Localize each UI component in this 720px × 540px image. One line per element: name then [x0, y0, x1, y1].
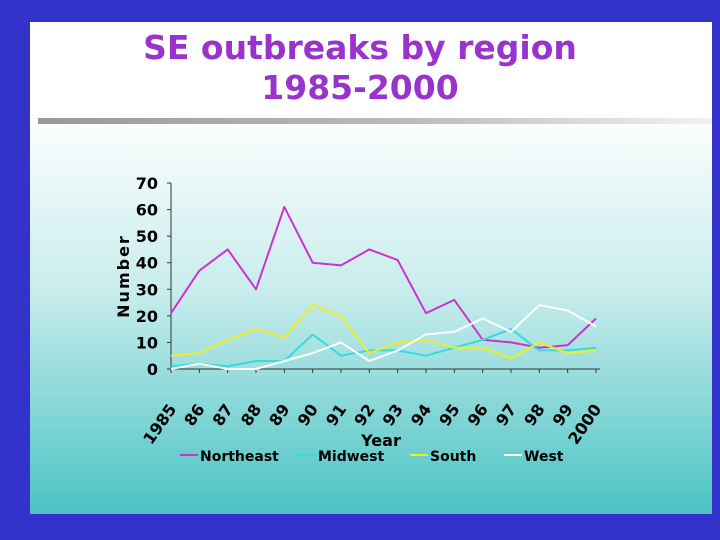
x-axis-title: Year: [360, 431, 401, 450]
series-line-northeast: [170, 205, 597, 349]
slide: SE outbreaks by region 1985-2000: [30, 22, 712, 514]
x-tick-label-86: 86: [180, 400, 208, 429]
title-divider: [38, 118, 712, 124]
x-tick-label-1985: 1985: [139, 400, 180, 447]
series-line-south: [170, 304, 597, 360]
series-line-midwest: [170, 328, 597, 368]
x-tick-label-92: 92: [350, 400, 378, 429]
legend-label-south: South: [430, 449, 476, 465]
slide-title: SE outbreaks by region 1985-2000: [30, 28, 690, 108]
x-tick-label-93: 93: [379, 400, 407, 429]
x-tick-label-87: 87: [209, 400, 237, 429]
title-line-2: 1985-2000: [261, 68, 459, 107]
x-tick-label-94: 94: [407, 400, 435, 429]
y-tick-label-0: 0: [147, 360, 158, 379]
x-tick-label-96: 96: [464, 400, 492, 429]
y-axis-title: Number: [114, 234, 133, 318]
x-tick-label-98: 98: [520, 400, 548, 429]
y-tick-label-50: 50: [136, 227, 158, 246]
x-tick-label-89: 89: [265, 400, 293, 429]
series-line-west: [170, 304, 597, 370]
legend-label-northeast: Northeast: [200, 449, 279, 465]
y-tick-label-30: 30: [136, 280, 158, 299]
x-tick-label-90: 90: [294, 400, 322, 429]
y-tick-label-70: 70: [136, 174, 158, 193]
x-tick-label-91: 91: [322, 400, 350, 429]
legend-label-midwest: Midwest: [318, 449, 385, 465]
y-tick-label-20: 20: [136, 307, 158, 326]
x-tick-label-97: 97: [492, 400, 520, 429]
y-tick-label-10: 10: [136, 333, 158, 352]
y-tick-label-60: 60: [136, 201, 158, 220]
legend-label-west: West: [524, 449, 564, 465]
x-tick-label-95: 95: [435, 400, 463, 429]
x-tick-label-88: 88: [237, 400, 265, 429]
y-tick-label-40: 40: [136, 254, 158, 273]
title-line-1: SE outbreaks by region: [143, 28, 577, 67]
